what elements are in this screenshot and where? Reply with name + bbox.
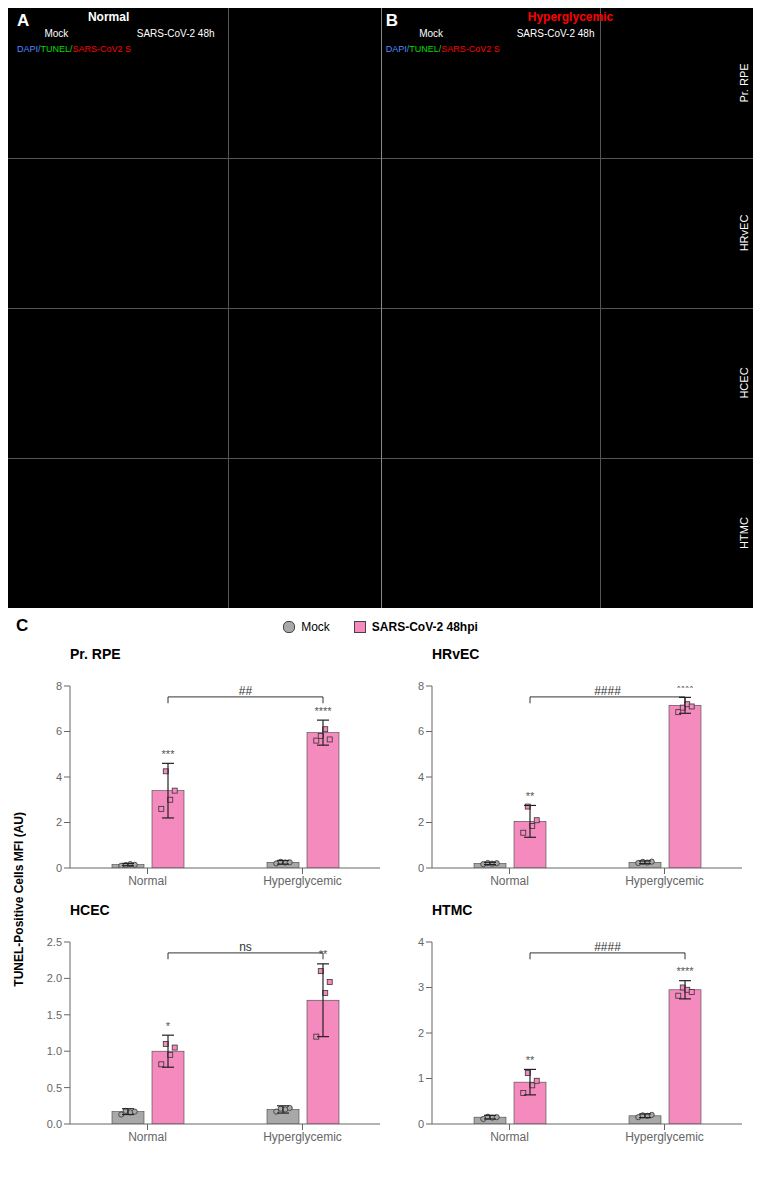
html-text:Normal: Normal <box>87 10 130 24</box>
svg-text:0.0: 0.0 <box>47 1118 62 1130</box>
html-text:A: A <box>16 11 30 30</box>
svg-text:1.5: 1.5 <box>47 1009 62 1021</box>
html-text:Mock: Mock <box>419 28 444 39</box>
svg-text:Normal: Normal <box>128 1130 167 1144</box>
html-text:SARS-CoV-2 48h: SARS-CoV-2 48h <box>136 28 215 39</box>
html-text:DAPI/ TUNEL/ SARS-CoV2 S: DAPI/ TUNEL/ SARS-CoV2 S <box>16 44 131 54</box>
svg-text:ns: ns <box>239 942 252 954</box>
svg-text:6: 6 <box>418 725 424 737</box>
svg-text:****: **** <box>314 705 332 717</box>
html-text:Mock: Mock <box>301 620 330 634</box>
svg-text:2: 2 <box>418 816 424 828</box>
html-text:HTMC: HTMC <box>738 517 750 549</box>
html-text:HRvEC: HRvEC <box>432 646 480 662</box>
svg-text:0: 0 <box>418 862 424 874</box>
svg-text:####: #### <box>594 686 621 698</box>
svg-text:####: #### <box>594 942 621 954</box>
html-text:B: B <box>385 11 398 30</box>
svg-text:Normal: Normal <box>490 1130 529 1144</box>
svg-text:*: * <box>166 1020 171 1032</box>
html-text:HCEC: HCEC <box>738 367 750 399</box>
svg-text:**: ** <box>526 790 535 802</box>
svg-text:2: 2 <box>418 1027 424 1039</box>
svg-text:4: 4 <box>418 771 424 783</box>
svg-text:****: **** <box>676 686 694 694</box>
svg-text:0: 0 <box>418 1118 424 1130</box>
html-text:HRvEC: HRvEC <box>738 214 750 252</box>
svg-text:0: 0 <box>56 862 62 874</box>
svg-text:Normal: Normal <box>128 874 167 888</box>
svg-text:8: 8 <box>56 680 62 692</box>
html-text:HTMC: HTMC <box>432 902 473 918</box>
html-text:SARS-CoV-2 48h: SARS-CoV-2 48h <box>516 28 595 39</box>
svg-text:***: *** <box>162 748 176 760</box>
svg-text:4: 4 <box>56 771 62 783</box>
svg-text:Hyperglycemic: Hyperglycemic <box>263 1130 342 1144</box>
html-text:TUNEL-Positive Cells MFI (AU): TUNEL-Positive Cells MFI (AU) <box>12 811 26 987</box>
html-text:DAPI/ TUNEL/ SARS-CoV2 S: DAPI/ TUNEL/ SARS-CoV2 S <box>385 44 500 54</box>
svg-text:3: 3 <box>418 981 424 993</box>
svg-text:2.5: 2.5 <box>47 936 62 948</box>
svg-text:0.5: 0.5 <box>47 1082 62 1094</box>
svg-text:****: **** <box>676 965 694 977</box>
html-text:HCEC: HCEC <box>70 902 110 918</box>
svg-text:Hyperglycemic: Hyperglycemic <box>625 874 704 888</box>
svg-text:6: 6 <box>56 725 62 737</box>
svg-text:Hyperglycemic: Hyperglycemic <box>263 874 342 888</box>
html-text:Hyperglycemic: Hyperglycemic <box>527 10 614 24</box>
svg-text:**: ** <box>526 1054 535 1066</box>
svg-text:2: 2 <box>56 816 62 828</box>
html-text:Pr. RPE: Pr. RPE <box>70 646 121 662</box>
svg-text:2.0: 2.0 <box>47 972 62 984</box>
html-text:Pr. RPE: Pr. RPE <box>738 63 750 103</box>
html-text:Mock: Mock <box>44 28 69 39</box>
html-text:SARS-CoV-2 48hpi: SARS-CoV-2 48hpi <box>371 620 478 634</box>
html-text:C: C <box>16 616 29 635</box>
svg-text:1: 1 <box>418 1072 424 1084</box>
svg-text:Hyperglycemic: Hyperglycemic <box>625 1130 704 1144</box>
svg-text:4: 4 <box>418 936 424 948</box>
svg-text:##: ## <box>239 686 253 698</box>
svg-text:8: 8 <box>418 680 424 692</box>
svg-text:Normal: Normal <box>490 874 529 888</box>
svg-text:1.0: 1.0 <box>47 1045 62 1057</box>
